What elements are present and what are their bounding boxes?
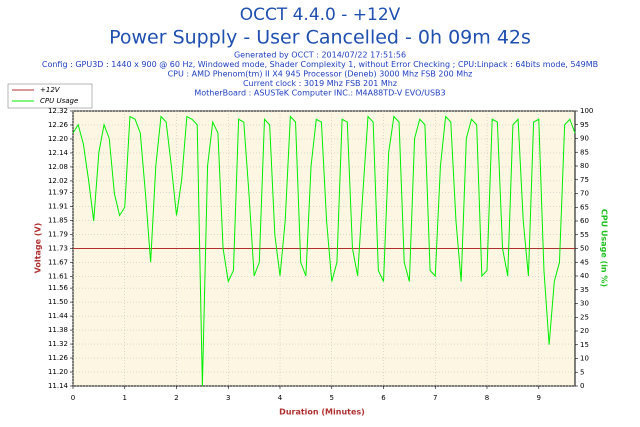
y2-tick-label: 45 [580,258,589,266]
y-tick-label: 12.14 [48,149,69,157]
info-line: Generated by OCCT : 2014/07/22 17:51:56 [234,51,406,60]
y-tick-label: 11.97 [48,189,68,197]
x-tick-label: 7 [433,394,437,402]
y-tick-label: 11.73 [48,245,68,253]
y2-tick-label: 15 [580,341,589,349]
y-tick-label: 12.02 [48,177,68,185]
y2-tick-label: 60 [580,217,589,225]
y-tick-label: 11.79 [48,231,68,239]
y-tick-label: 11.20 [48,368,68,376]
info-line: Config : GPU3D : 1440 x 900 @ 60 Hz, Win… [42,60,598,69]
legend-label: CPU Usage [40,97,78,105]
y2-tick-label: 85 [580,148,589,156]
y2-axis-label: CPU Usage (in %) [600,209,609,287]
x-tick-label: 1 [123,394,127,402]
y-tick-label: 12.26 [48,121,69,129]
y2-tick-label: 100 [580,107,593,115]
x-tick-label: 8 [485,394,489,402]
y2-tick-label: 35 [580,286,589,294]
y2-tick-label: 30 [580,300,589,308]
y2-tick-label: 10 [580,355,589,363]
y-tick-label: 11.61 [48,272,68,280]
chart-subtitle: Power Supply - User Cancelled - 0h 09m 4… [109,27,531,49]
y2-tick-label: 70 [580,190,589,198]
y2-tick-label: 25 [580,313,589,321]
y2-tick-label: 55 [580,231,589,239]
x-axis-label: Duration (Minutes) [279,408,365,417]
info-line: MotherBoard : ASUSTeK Computer INC.: M4A… [194,89,445,98]
y2-tick-label: 5 [580,368,584,376]
y-tick-label: 12.20 [48,135,68,143]
x-tick-label: 2 [174,394,178,402]
y2-tick-label: 95 [580,121,589,129]
x-tick-label: 0 [71,394,75,402]
legend-box [7,83,93,109]
y2-tick-label: 75 [580,176,589,184]
series-line [72,115,576,387]
y-tick-label: 11.32 [48,340,68,348]
chart-title: OCCT 4.4.0 - +12V [240,5,401,25]
y-tick-label: 12.08 [48,163,68,171]
y-tick-label: 11.38 [48,326,68,334]
x-tick-label: 6 [381,394,386,402]
y2-tick-label: 0 [580,382,584,390]
y-tick-label: 11.56 [48,284,69,292]
y-tick-label: 11.26 [48,354,69,362]
legend-label: +12V [40,86,61,94]
x-tick-label: 3 [226,394,230,402]
y-tick-label: 11.91 [48,203,68,211]
info-line: Current clock : 3019 Mhz FSB 201 Mhz [243,79,397,88]
y2-tick-label: 65 [580,203,589,211]
info-line: CPU : AMD Phenom(tm) II X4 945 Processor… [168,70,473,79]
y-axis-label: Voltage (V) [34,223,43,274]
y2-tick-label: 90 [580,135,589,143]
x-tick-label: 4 [278,394,283,402]
y-tick-label: 11.67 [48,258,68,266]
y2-tick-label: 20 [580,327,589,335]
y-tick-label: 11.85 [48,217,68,225]
y-tick-label: 11.44 [48,312,69,320]
x-tick-label: 9 [537,394,541,402]
y2-tick-label: 80 [580,162,589,170]
y-tick-label: 12.32 [48,107,68,115]
x-tick-label: 5 [330,394,334,402]
y-tick-label: 11.50 [48,298,68,306]
y2-tick-label: 50 [580,245,589,253]
y2-tick-label: 40 [580,272,589,280]
y-tick-label: 11.14 [48,382,69,390]
